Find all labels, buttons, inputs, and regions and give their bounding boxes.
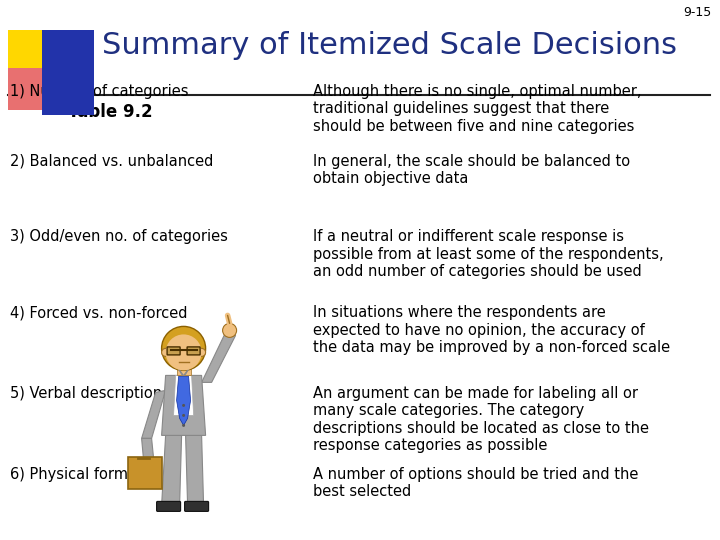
FancyBboxPatch shape	[176, 363, 191, 375]
Text: 6) Physical form: 6) Physical form	[10, 467, 128, 482]
Text: 5) Verbal description: 5) Verbal description	[10, 386, 162, 401]
FancyBboxPatch shape	[167, 347, 180, 355]
Polygon shape	[176, 364, 184, 375]
Circle shape	[166, 334, 202, 370]
FancyBboxPatch shape	[127, 457, 161, 489]
Circle shape	[161, 326, 206, 370]
Polygon shape	[176, 376, 191, 426]
Circle shape	[197, 348, 206, 356]
Circle shape	[182, 424, 185, 427]
Text: Although there is no single, optimal number,
traditional guidelines suggest that: Although there is no single, optimal num…	[313, 84, 642, 133]
Text: 1) Number of categories: 1) Number of categories	[10, 84, 189, 99]
Polygon shape	[202, 333, 235, 382]
Text: If a neutral or indifferent scale response is
possible from at least some of the: If a neutral or indifferent scale respon…	[313, 230, 664, 279]
Polygon shape	[161, 435, 181, 505]
FancyBboxPatch shape	[42, 30, 94, 115]
Polygon shape	[142, 390, 166, 438]
Text: In general, the scale should be balanced to
obtain objective data: In general, the scale should be balanced…	[313, 154, 630, 186]
Polygon shape	[161, 375, 206, 435]
Text: A number of options should be tried and the
best selected: A number of options should be tried and …	[313, 467, 639, 500]
Polygon shape	[174, 375, 194, 415]
FancyBboxPatch shape	[157, 502, 181, 511]
Text: Summary of Itemized Scale Decisions: Summary of Itemized Scale Decisions	[102, 30, 677, 59]
Text: 3) Odd/even no. of categories: 3) Odd/even no. of categories	[10, 230, 228, 245]
FancyBboxPatch shape	[187, 347, 200, 355]
Text: An argument can be made for labeling all or
many scale categories. The category
: An argument can be made for labeling all…	[313, 386, 649, 453]
Polygon shape	[184, 364, 192, 375]
Polygon shape	[186, 435, 204, 505]
Circle shape	[182, 404, 185, 407]
Text: 4) Forced vs. non-forced: 4) Forced vs. non-forced	[10, 305, 188, 320]
Circle shape	[222, 323, 237, 338]
Circle shape	[161, 348, 170, 356]
Text: Table 9.2: Table 9.2	[68, 103, 153, 121]
Text: 2) Balanced vs. unbalanced: 2) Balanced vs. unbalanced	[10, 154, 213, 169]
Polygon shape	[142, 438, 153, 461]
FancyBboxPatch shape	[184, 502, 209, 511]
FancyBboxPatch shape	[8, 30, 60, 82]
Text: In situations where the respondents are
expected to have no opinion, the accurac: In situations where the respondents are …	[313, 305, 670, 355]
Text: 9-15: 9-15	[684, 6, 712, 19]
Circle shape	[182, 414, 185, 417]
FancyBboxPatch shape	[8, 68, 50, 110]
